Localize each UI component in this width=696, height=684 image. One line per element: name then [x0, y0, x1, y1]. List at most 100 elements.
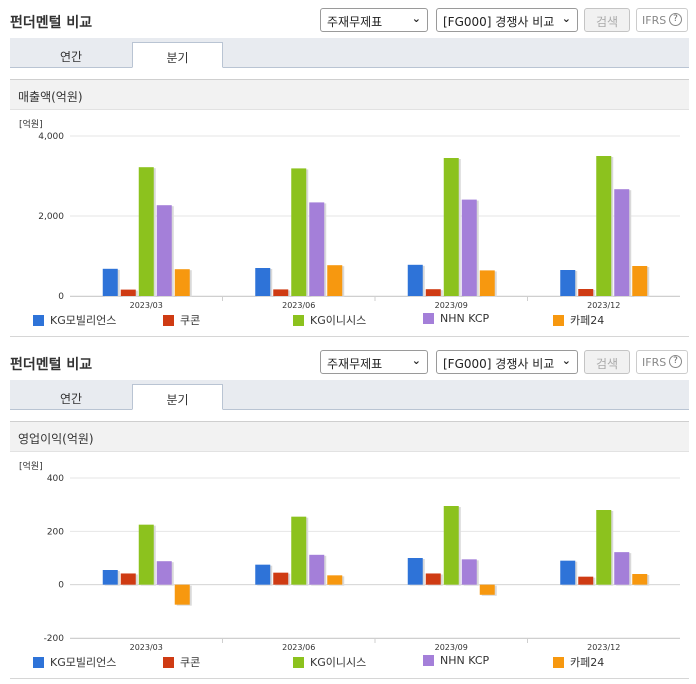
- legend-item[interactable]: 쿠콘: [163, 654, 200, 670]
- panel-header: 펀더멘털 비교 주재무제표 ⌄ [FG000] 경쟁사 비교 ⌄ 검색 IFRS?: [0, 0, 696, 38]
- bar-쿠콘-2023/12: [578, 289, 594, 296]
- legend-label: NHN KCP: [440, 654, 490, 667]
- legend-label: 카페24: [570, 656, 605, 669]
- operating-income-chart: [억원] 400 200 0 -200 2023/03 2023/06 2023/09 2023…: [0, 454, 696, 679]
- bar-KG모빌리언스-2023/12: [560, 270, 576, 296]
- legend-label: KG모빌리언스: [50, 656, 117, 669]
- bar-카페24-2023/06: [327, 265, 343, 296]
- x-tick-label: 2023/12: [587, 301, 620, 310]
- legend-item[interactable]: KG이니시스: [293, 312, 366, 328]
- legend-label: KG이니시스: [310, 656, 367, 669]
- panel-title: 펀더멘털 비교: [10, 15, 93, 31]
- legend-label: NHN KCP: [440, 312, 490, 325]
- divider: [10, 678, 689, 679]
- bar-KG모빌리언스-2023/12: [560, 560, 576, 585]
- x-tick-label: 2023/03: [130, 643, 163, 652]
- bar-카페24-2023/12: [632, 574, 648, 585]
- x-tick-label: 2023/09: [435, 643, 468, 652]
- legend-item[interactable]: NHN KCP: [423, 312, 489, 325]
- bar-카페24-2023/12: [632, 266, 648, 296]
- period-tabs: 연간 분기: [10, 380, 689, 410]
- bar-쿠콘-2023/03: [120, 573, 136, 585]
- legend-item[interactable]: KG모빌리언스: [33, 312, 116, 328]
- help-icon[interactable]: ?: [669, 355, 682, 368]
- bar-KG모빌리언스-2023/09: [407, 264, 423, 296]
- y-tick-label: 4,000: [38, 132, 64, 142]
- legend-swatch: [293, 315, 304, 326]
- legend-item[interactable]: 카페24: [553, 654, 604, 670]
- legend-item[interactable]: 쿠콘: [163, 312, 200, 328]
- search-button[interactable]: 검색: [584, 350, 630, 374]
- bar-쿠콘-2023/12: [578, 576, 594, 585]
- tab-annual[interactable]: 연간: [59, 392, 83, 406]
- legend-label: 카페24: [570, 314, 605, 327]
- metric-label: 매출액(억원): [18, 90, 83, 104]
- bar-쿠콘-2023/09: [425, 289, 441, 296]
- compare-select-value: [FG000] 경쟁사 비교: [443, 357, 555, 371]
- legend-label: KG이니시스: [310, 314, 367, 327]
- ifrs-button[interactable]: IFRS?: [636, 8, 688, 32]
- bar-쿠콘-2023/03: [120, 289, 136, 296]
- bar-KG모빌리언스-2023/09: [407, 558, 423, 585]
- bar-NHN KCP-2023/06: [309, 554, 325, 585]
- bar-카페24-2023/03: [174, 584, 190, 605]
- metric-label: 영업이익(억원): [18, 432, 94, 446]
- compare-select[interactable]: [FG000] 경쟁사 비교 ⌄: [436, 350, 578, 374]
- search-button[interactable]: 검색: [584, 8, 630, 32]
- bar-NHN KCP-2023/06: [309, 202, 325, 296]
- bar-쿠콘-2023/09: [425, 573, 441, 585]
- chevron-down-icon: ⌄: [411, 12, 421, 25]
- legend-swatch: [163, 657, 174, 668]
- fundamental-panel-operating-income: 펀더멘털 비교 주재무제표 ⌄ [FG000] 경쟁사 비교 ⌄ 검색 IFRS? …: [0, 342, 696, 684]
- legend-swatch: [163, 315, 174, 326]
- x-tick-label: 2023/06: [282, 301, 315, 310]
- bar-KG이니시스-2023/12: [596, 156, 612, 296]
- bar-NHN KCP-2023/03: [156, 205, 172, 296]
- tab-quarterly[interactable]: 분기: [132, 384, 223, 410]
- legend-swatch: [33, 315, 44, 326]
- bar-NHN KCP-2023/03: [156, 561, 172, 585]
- legend-swatch: [423, 313, 434, 324]
- metric-header: 매출액(억원): [10, 79, 689, 110]
- legend-item[interactable]: KG모빌리언스: [33, 654, 116, 670]
- y-tick-label: -200: [44, 634, 65, 644]
- bar-KG이니시스-2023/06: [291, 168, 307, 296]
- bar-NHN KCP-2023/09: [461, 199, 477, 296]
- tab-annual[interactable]: 연간: [59, 50, 83, 64]
- bar-KG이니시스-2023/09: [443, 158, 459, 296]
- bar-카페24-2023/09: [479, 270, 495, 296]
- bar-쿠콘-2023/06: [273, 572, 289, 585]
- statement-select[interactable]: 주재무제표 ⌄: [320, 350, 428, 374]
- compare-select[interactable]: [FG000] 경쟁사 비교 ⌄: [436, 8, 578, 32]
- ifrs-button[interactable]: IFRS?: [636, 350, 688, 374]
- revenue-chart: [억원] 4,000 2,000 0 2023/03 2023/06 2023/09 2023…: [0, 112, 696, 337]
- x-tick-label: 2023/06: [282, 643, 315, 652]
- legend-swatch: [293, 657, 304, 668]
- bar-NHN KCP-2023/12: [614, 189, 630, 296]
- legend-swatch: [423, 655, 434, 666]
- legend-item[interactable]: NHN KCP: [423, 654, 489, 667]
- revenue-bar-chart: [억원] 4,000 2,000 0 2023/03 2023/06 2023/09 2023…: [19, 118, 680, 310]
- y-unit-label: [억원]: [19, 118, 43, 130]
- metric-header: 영업이익(억원): [10, 421, 689, 452]
- legend-item[interactable]: KG이니시스: [293, 654, 366, 670]
- ifrs-label: IFRS: [642, 356, 667, 369]
- bar-KG이니시스-2023/12: [596, 510, 612, 585]
- help-icon[interactable]: ?: [669, 13, 682, 26]
- statement-select[interactable]: 주재무제표 ⌄: [320, 8, 428, 32]
- x-tick-label: 2023/12: [587, 643, 620, 652]
- x-tick-label: 2023/03: [130, 301, 163, 310]
- bar-KG이니시스-2023/03: [138, 167, 154, 296]
- bar-카페24-2023/09: [479, 584, 495, 595]
- tab-quarterly[interactable]: 분기: [132, 42, 223, 68]
- statement-select-value: 주재무제표: [327, 15, 383, 29]
- chevron-down-icon: ⌄: [561, 12, 571, 25]
- panel-header: 펀더멘털 비교 주재무제표 ⌄ [FG000] 경쟁사 비교 ⌄ 검색 IFRS?: [0, 342, 696, 380]
- legend-swatch: [33, 657, 44, 668]
- legend-item[interactable]: 카페24: [553, 312, 604, 328]
- y-unit-label: [억원]: [19, 460, 43, 472]
- legend-swatch: [553, 657, 564, 668]
- statement-select-value: 주재무제표: [327, 357, 383, 371]
- bar-KG모빌리언스-2023/03: [102, 570, 118, 585]
- bar-카페24-2023/06: [327, 575, 343, 585]
